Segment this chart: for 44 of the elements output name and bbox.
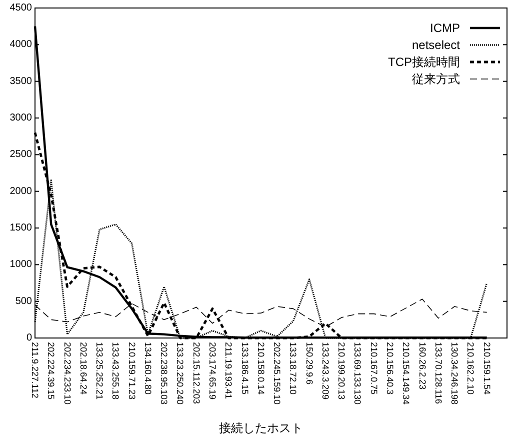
y-tick-label: 1500 [10,222,32,234]
x-tick-label: 150.29.9.6 [304,342,314,385]
legend-label: netselect [412,38,461,52]
y-tick-label: 0 [26,332,32,344]
x-tick-label: 202.238.95.103 [159,342,170,405]
x-tick-label: 210.162.2.10 [466,342,476,395]
x-tick-label: 133.43.255.18 [110,342,121,400]
legend-label: ICMP [430,21,460,35]
x-tick-label: 202.15.112.203 [191,342,202,404]
x-tick-label: 133.23.250.240 [175,342,186,405]
y-tick-label: 2500 [10,149,32,160]
x-tick-label: 210.199.20.13 [336,342,347,400]
x-tick-label: 133.69.133.130 [352,342,363,405]
x-axis-title: 接続したホスト [219,421,303,435]
x-tick-label: 133.243.3.209 [320,342,330,400]
x-tick-label: 210.167.0.75 [368,342,379,395]
legend-label: 従来方式 [412,72,460,86]
x-tick-label: 202.234.233.10 [62,342,72,405]
x-tick-label: 130.34.246.198 [450,342,460,405]
y-tick-label: 4000 [10,39,32,50]
x-tick-label: 211.9.227.112 [30,342,40,398]
x-tick-label: 211.19.193.41 [224,342,234,399]
x-tick-label: 133.25.252.21 [94,342,105,400]
y-tick-label: 500 [15,296,32,307]
legend-label: TCP接続時間 [388,55,460,69]
x-tick-label: 133.186.4.15 [240,342,250,395]
x-tick-label: 160.26.2.23 [417,342,428,390]
y-tick-label: 4500 [10,2,32,14]
x-tick-label: 134.160.4.80 [142,342,153,395]
x-tick-label: 202.245.159.10 [272,342,282,405]
x-tick-label: 202.18.64.24 [78,342,88,395]
y-tick-label: 3000 [10,112,32,124]
x-tick-label: 133.18.72.10 [288,342,298,395]
x-tick-label: 202.224.39.15 [46,342,56,400]
x-tick-label: 210.159.1.54 [482,342,492,395]
x-tick-label: 210.158.0.14 [256,342,266,395]
x-tick-label: 133.70.128.116 [433,342,444,404]
y-tick-label: 2000 [10,186,32,197]
y-tick-label: 1000 [10,259,32,270]
x-tick-label: 210.156.40.3 [385,342,396,395]
y-tick-label: 3500 [10,76,32,87]
x-tick-label: 203.174.65.19 [208,342,218,400]
x-tick-label: 210.159.71.23 [126,342,137,400]
x-tick-label: 210.154.149.34 [401,342,412,405]
